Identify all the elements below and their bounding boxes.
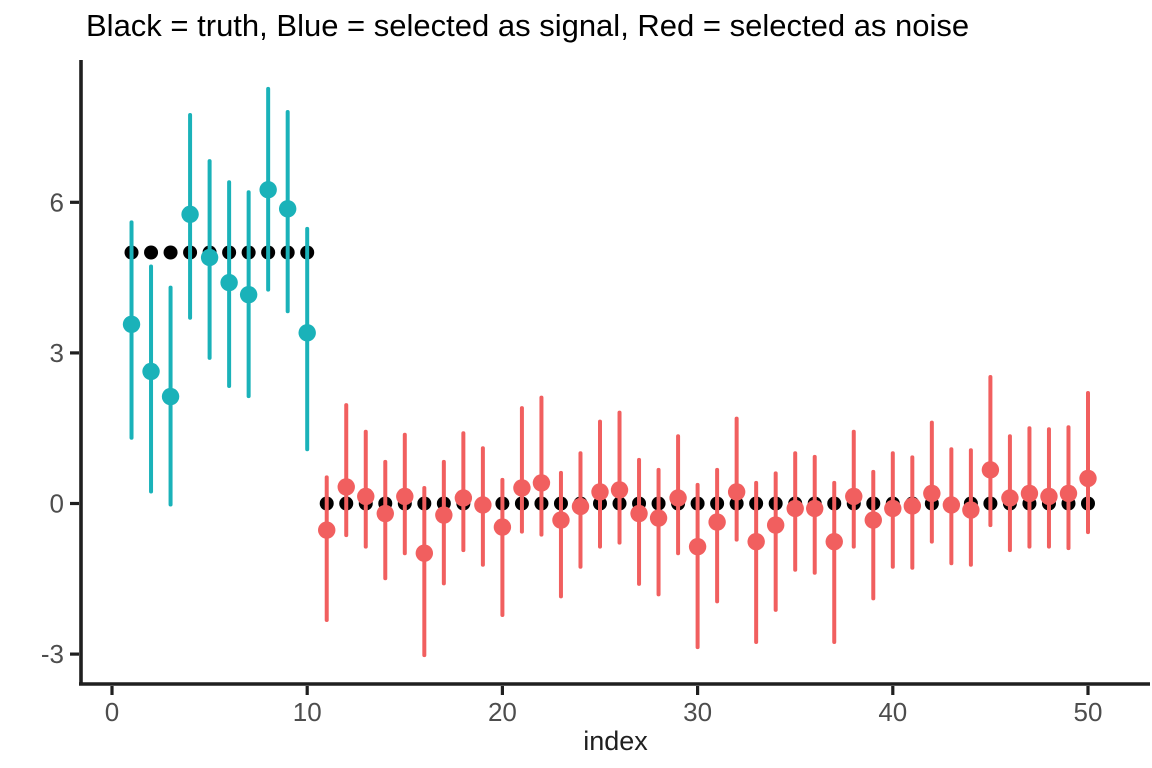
noise-point bbox=[396, 487, 414, 506]
signal-point bbox=[200, 248, 219, 267]
noise-point bbox=[532, 474, 551, 492]
noise-point bbox=[845, 487, 863, 506]
noise-point bbox=[727, 483, 746, 501]
x-tick-label: 30 bbox=[683, 697, 712, 727]
x-tick-label: 10 bbox=[293, 697, 322, 727]
y-tick-label: -3 bbox=[41, 639, 64, 669]
noise-point bbox=[357, 487, 375, 506]
noise-point bbox=[318, 521, 336, 539]
truth-point bbox=[163, 245, 178, 260]
noise-point bbox=[962, 501, 980, 519]
noise-point bbox=[825, 532, 843, 551]
signal-point bbox=[239, 285, 258, 304]
noise-point bbox=[474, 496, 492, 514]
noise-point bbox=[923, 484, 941, 503]
truth-point bbox=[144, 245, 159, 260]
noise-point bbox=[454, 489, 473, 507]
noise-point bbox=[669, 489, 687, 507]
noise-point bbox=[1079, 469, 1097, 488]
noise-point bbox=[493, 518, 512, 536]
noise-point bbox=[688, 537, 707, 556]
noise-point bbox=[376, 504, 394, 523]
noise-point bbox=[786, 499, 804, 518]
noise-point bbox=[747, 532, 765, 551]
noise-point bbox=[1020, 484, 1039, 503]
noise-point bbox=[884, 499, 902, 518]
noise-point bbox=[1001, 489, 1019, 507]
y-tick-label: 3 bbox=[50, 338, 64, 368]
noise-point bbox=[942, 496, 961, 514]
signal-point bbox=[298, 324, 316, 342]
y-tick-label: 6 bbox=[50, 187, 64, 217]
x-tick-label: 40 bbox=[878, 697, 907, 727]
noise-point bbox=[435, 506, 453, 524]
noise-point bbox=[806, 499, 824, 518]
noise-point bbox=[552, 511, 570, 529]
noise-point bbox=[766, 516, 785, 534]
noise-point bbox=[630, 504, 648, 523]
noise-point bbox=[415, 544, 434, 562]
noise-point bbox=[610, 481, 629, 499]
signal-point bbox=[181, 205, 199, 224]
signal-point bbox=[161, 387, 180, 406]
x-tick-label: 20 bbox=[488, 697, 517, 727]
x-tick-label: 50 bbox=[1074, 697, 1103, 727]
x-axis-label: index bbox=[583, 726, 648, 756]
noise-point bbox=[1059, 484, 1078, 503]
noise-point bbox=[591, 483, 609, 501]
chart-title: Black = truth, Blue = selected as signal… bbox=[86, 8, 970, 43]
noise-point bbox=[649, 509, 668, 527]
noise-point bbox=[864, 511, 882, 529]
signal-point bbox=[259, 181, 277, 199]
x-tick-label: 0 bbox=[105, 697, 119, 727]
noise-point bbox=[1040, 487, 1058, 506]
noise-point bbox=[513, 479, 531, 497]
signal-point bbox=[142, 362, 160, 381]
noise-point bbox=[337, 478, 355, 496]
noise-point bbox=[708, 513, 726, 531]
signal-point bbox=[122, 315, 141, 333]
noise-point bbox=[571, 497, 590, 516]
noise-point bbox=[903, 497, 922, 515]
signal-point bbox=[278, 200, 297, 218]
signal-point bbox=[220, 273, 238, 292]
y-tick-label: 0 bbox=[50, 489, 64, 519]
noise-point bbox=[981, 461, 1000, 479]
